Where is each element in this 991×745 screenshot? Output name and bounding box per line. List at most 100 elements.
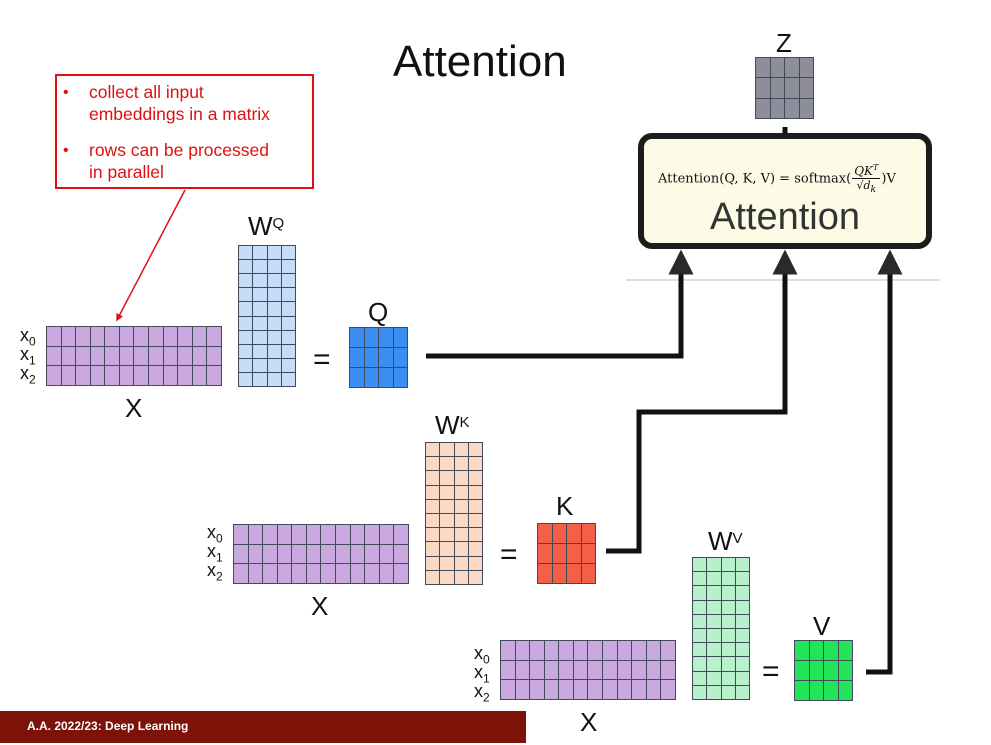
matrix-cell <box>426 443 441 458</box>
matrix-cell <box>178 366 193 386</box>
matrix-cell <box>581 524 596 544</box>
matrix-cell <box>248 525 264 545</box>
matrix-cell <box>192 327 208 347</box>
matrix-cell <box>336 544 351 565</box>
matrix-cell <box>364 348 379 368</box>
matrix-cell <box>785 78 800 99</box>
matrix-cell <box>426 513 441 529</box>
matrix-cell <box>799 78 814 99</box>
matrix-cell <box>440 556 455 571</box>
matrix-cell <box>281 344 296 359</box>
matrix-cell <box>468 457 483 472</box>
matrix-cell <box>454 457 469 472</box>
matrix-cell <box>253 316 268 331</box>
matrix-cell <box>603 660 618 681</box>
matrix-cell <box>588 680 604 700</box>
matrix-cell <box>47 366 62 386</box>
matrix-cell <box>544 680 560 700</box>
matrix-cell <box>364 328 379 348</box>
matrix-cell <box>567 524 582 544</box>
matrix-cell <box>350 525 366 545</box>
matrix-cell <box>721 643 736 658</box>
matrix-cell <box>253 344 268 359</box>
matrix-cell <box>440 528 455 543</box>
matrix-cell <box>426 542 441 557</box>
k-to-attention-line <box>606 249 798 554</box>
x-matrix-v <box>500 640 676 700</box>
matrix-cell <box>281 260 296 275</box>
formula-numerator-sup: T <box>873 163 879 172</box>
matrix-cell <box>617 660 633 681</box>
matrix-cell <box>721 572 736 587</box>
matrix-cell <box>770 58 785 79</box>
matrix-cell <box>454 499 469 514</box>
matrix-cell <box>379 544 395 565</box>
matrix-cell <box>838 681 853 701</box>
formula-denominator-sub: k <box>870 184 877 196</box>
matrix-cell <box>454 513 469 529</box>
matrix-cell <box>693 657 708 672</box>
matrix-cell <box>394 544 409 565</box>
matrix-cell <box>277 525 293 545</box>
matrix-cell <box>809 681 824 701</box>
footer-text: A.A. 2022/23: Deep Learning <box>27 719 189 733</box>
matrix-cell <box>336 525 351 545</box>
matrix-cell <box>693 586 708 601</box>
matrix-cell <box>47 346 62 367</box>
matrix-cell <box>824 681 839 701</box>
formula-fraction: QKT √dk <box>852 161 881 197</box>
matrix-cell <box>693 572 708 587</box>
matrix-cell <box>277 564 293 584</box>
matrix-cell <box>163 366 179 386</box>
matrix-cell <box>735 657 750 672</box>
matrix-cell <box>707 685 722 700</box>
matrix-cell <box>239 246 254 261</box>
z-label: Z <box>776 28 792 58</box>
matrix-cell <box>105 346 120 367</box>
equals-sign-q: = <box>313 343 331 376</box>
matrix-cell <box>632 680 647 700</box>
x-label-v: X <box>580 707 598 737</box>
matrix-cell <box>809 641 824 661</box>
matrix-cell <box>253 330 268 345</box>
matrix-cell <box>239 372 254 387</box>
matrix-cell <box>515 680 531 700</box>
matrix-cell <box>707 628 722 644</box>
matrix-cell <box>365 544 380 565</box>
matrix-cell <box>234 544 249 565</box>
matrix-cell <box>239 288 254 303</box>
matrix-cell <box>134 346 150 367</box>
matrix-cell <box>47 327 62 347</box>
matrix-cell <box>426 485 441 500</box>
matrix-cell <box>735 614 750 629</box>
matrix-cell <box>468 513 483 529</box>
x2-label: x2 <box>207 560 223 584</box>
matrix-cell <box>61 346 77 367</box>
matrix-cell <box>838 661 853 681</box>
matrix-cell <box>379 564 395 584</box>
x2-label: x2 <box>20 363 36 387</box>
matrix-cell <box>468 570 483 585</box>
formula-rhs: )V <box>881 171 896 187</box>
matrix-cell <box>90 366 106 386</box>
callout-line: rows can be processed <box>89 140 269 160</box>
matrix-cell <box>693 685 708 700</box>
matrix-cell <box>573 641 589 661</box>
matrix-cell <box>661 641 676 661</box>
matrix-cell <box>501 680 516 700</box>
bullet: • <box>63 142 69 159</box>
matrix-cell <box>544 641 560 661</box>
matrix-cell <box>440 513 455 529</box>
matrix-cell <box>365 564 380 584</box>
matrix-cell <box>281 358 296 373</box>
matrix-cell <box>552 544 567 564</box>
k-matrix <box>537 523 596 584</box>
attention-formula: Attention(Q, K, V) = softmax(QKT √dk)V <box>658 161 896 197</box>
matrix-cell <box>321 544 337 565</box>
matrix-cell <box>239 274 254 289</box>
matrix-cell <box>468 443 483 458</box>
matrix-cell <box>770 98 785 119</box>
matrix-cell <box>248 564 264 584</box>
k-label: K <box>556 491 574 521</box>
matrix-cell <box>292 525 307 545</box>
